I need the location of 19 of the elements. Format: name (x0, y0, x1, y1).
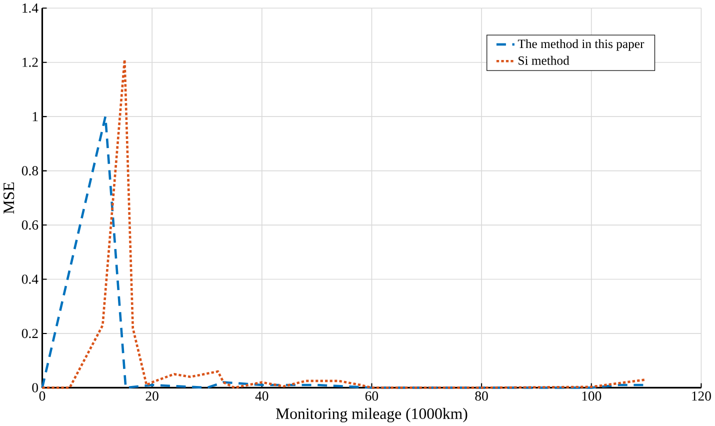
y-tick-label: 0.6 (22, 220, 38, 230)
y-axis-title: MSE (4, 182, 14, 214)
y-tick-label: 0.8 (22, 166, 38, 176)
x-tick-label: 40 (255, 392, 268, 401)
x-tick-label: 60 (365, 392, 378, 401)
y-tick-label: 0.2 (22, 328, 38, 338)
y-tick-label: 1 (32, 112, 38, 122)
legend-label: The method in this paper (518, 39, 644, 51)
x-axis-title: Monitoring mileage (1000km) (276, 408, 468, 422)
y-tick-label: 1.2 (22, 58, 38, 68)
x-tick-label: 0 (39, 392, 46, 401)
x-tick-label: 120 (692, 392, 711, 401)
x-tick-label: 80 (475, 392, 488, 401)
legend-label: Si method (518, 56, 570, 65)
y-tick-label: 0 (32, 383, 38, 392)
y-tick-label: 0.4 (22, 274, 38, 284)
y-tick-label: 1.4 (22, 4, 38, 13)
x-tick-label: 20 (146, 392, 158, 401)
x-tick-label: 100 (582, 392, 602, 401)
